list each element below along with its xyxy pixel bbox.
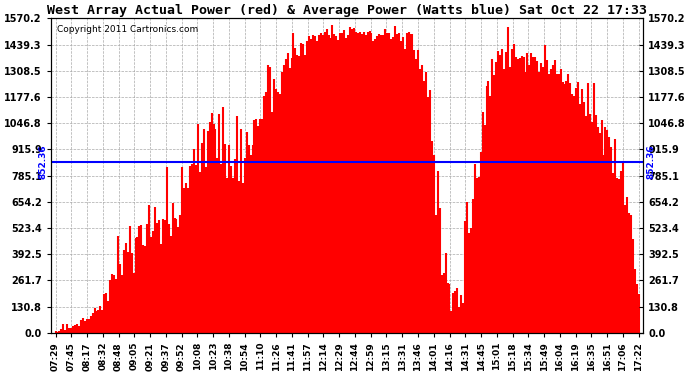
Text: 852.36: 852.36: [647, 145, 656, 180]
Text: 852.36: 852.36: [39, 145, 48, 180]
Title: West Array Actual Power (red) & Average Power (Watts blue) Sat Oct 22 17:33: West Array Actual Power (red) & Average …: [47, 4, 647, 17]
Text: Copyright 2011 Cartronics.com: Copyright 2011 Cartronics.com: [57, 25, 198, 34]
